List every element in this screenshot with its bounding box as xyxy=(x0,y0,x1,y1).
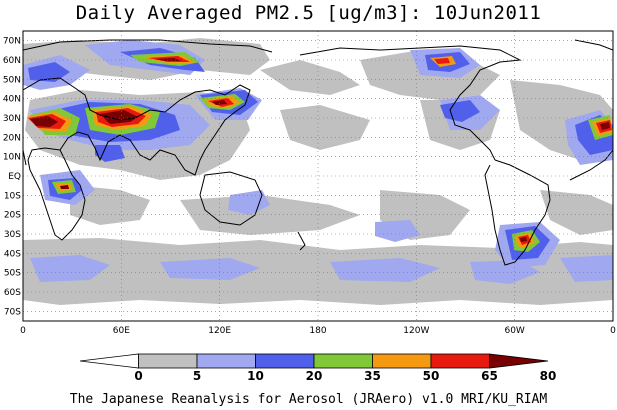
colorbar-label: 80 xyxy=(540,369,557,383)
map-frame xyxy=(22,30,614,322)
colorbar-label: 10 xyxy=(247,369,264,383)
lon-tick-label: 180 xyxy=(309,326,326,336)
colorbar-swatch xyxy=(313,353,373,369)
lat-tick-label: 10S xyxy=(4,191,21,201)
colorbar-swatch xyxy=(489,353,549,369)
lon-tick-label: 120E xyxy=(208,326,231,336)
colorbar-swatch xyxy=(79,353,139,369)
lat-tick-label: 30N xyxy=(3,114,21,124)
lat-tick-label: 50N xyxy=(3,75,21,85)
longitude-labels: 0 60E 120E 180 120W 60W 0 xyxy=(20,326,616,336)
latitude-labels: 70N 60N 50N 40N 30N 20N 10N EQ 10S 20S 30S 40S 50S 60… xyxy=(3,37,21,318)
coastlines xyxy=(23,39,613,266)
lat-tick-label: 60N xyxy=(3,56,21,66)
colorbar-label: 50 xyxy=(423,369,440,383)
lat-tick-label: 40N xyxy=(3,95,21,105)
colorbar-swatch xyxy=(138,353,198,369)
lat-tick-label: 10N xyxy=(3,153,21,163)
colorbar-label: 65 xyxy=(481,369,498,383)
lat-tick-label: EQ xyxy=(8,172,21,182)
colorbar-label: 0 xyxy=(134,369,142,383)
colorbar-swatch xyxy=(430,353,490,369)
lon-tick-label: 120W xyxy=(403,326,429,336)
lat-tick-label: 50S xyxy=(4,269,21,279)
lat-tick-label: 40S xyxy=(4,249,21,259)
colorbar-label: 35 xyxy=(364,369,381,383)
colorbar: 0 5 10 20 35 50 65 80 xyxy=(79,353,557,383)
lat-tick-label: 70N xyxy=(3,37,21,47)
lon-tick-label: 60W xyxy=(504,326,524,336)
pm-field-level-80 xyxy=(30,58,610,242)
lon-tick-label: 60E xyxy=(113,326,130,336)
colorbar-label: 5 xyxy=(193,369,201,383)
lat-tick-label: 30S xyxy=(4,230,21,240)
lat-tick-label: 20S xyxy=(4,211,21,221)
lon-tick-label: 0 xyxy=(610,326,616,336)
colorbar-label: 20 xyxy=(306,369,323,383)
attribution-text: The Japanese Reanalysis for Aerosol (JRA… xyxy=(69,392,548,407)
lat-tick-label: 60S xyxy=(4,288,21,298)
lat-tick-label: 20N xyxy=(3,133,21,143)
lon-tick-label: 0 xyxy=(20,326,26,336)
lat-tick-label: 70S xyxy=(4,307,21,317)
map-title: Daily Averaged PM2.5 [ug/m3]: 10Jun2011 xyxy=(75,2,542,24)
colorbar-swatch xyxy=(196,353,256,369)
map-gridlines xyxy=(23,31,613,321)
colorbar-swatch xyxy=(255,353,315,369)
colorbar-swatch xyxy=(372,353,432,369)
